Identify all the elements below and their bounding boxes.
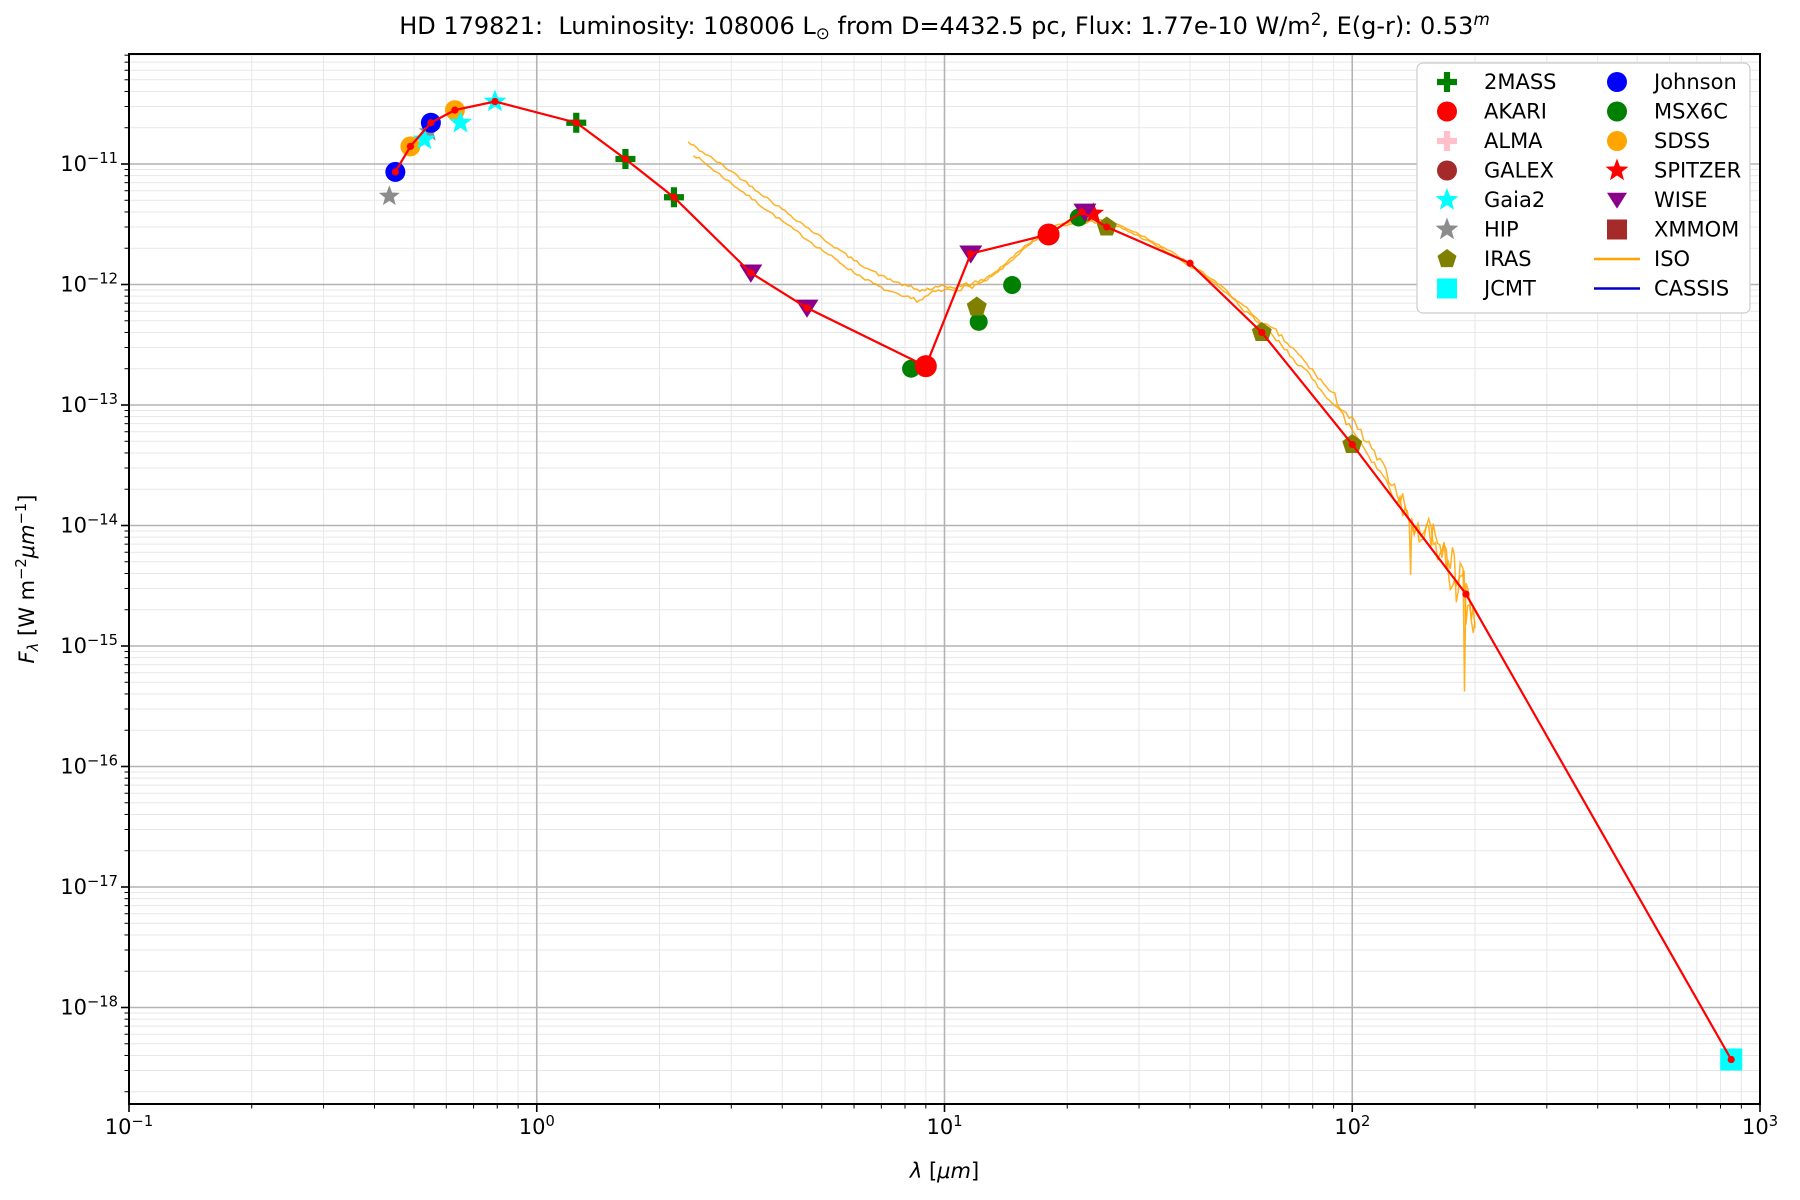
legend-entry-alma: ALMA (1437, 129, 1543, 153)
legend-label-2mass: 2MASS (1484, 70, 1557, 94)
model-vertex-dot (491, 97, 499, 106)
legend-entry-xmmom: XMMOM (1607, 218, 1739, 242)
model-vertex-dot (1103, 223, 1111, 231)
legend-msx6c-marker-icon (1607, 101, 1627, 122)
legend-entry-iras: IRAS (1437, 247, 1532, 271)
y-tick-label: 10−16 (60, 753, 118, 779)
series-AKARI (914, 223, 1060, 378)
legend-label-xmmom: XMMOM (1654, 218, 1739, 242)
series-HIP (378, 120, 440, 206)
model-vertex-dot (1462, 590, 1470, 598)
y-tick-label: 10−14 (60, 512, 118, 538)
legend-label-jcmt: JCMT (1482, 277, 1536, 301)
legend-2mass-marker-icon (1437, 72, 1457, 92)
y-tick-label: 10−15 (60, 632, 118, 658)
legend-label-spitzer: SPITZER (1654, 159, 1741, 183)
legend-spitzer-marker-icon (1605, 158, 1629, 181)
legend-entry-akari: AKARI (1437, 100, 1547, 124)
model-vertex-dot (670, 193, 678, 201)
chart-title: HD 179821: Luminosity: 108006 L⊙ from D=… (399, 9, 1490, 43)
legend-akari-marker-icon (1437, 101, 1457, 122)
model-vertex-dot (803, 304, 811, 312)
legend-entry-johnson: Johnson (1607, 70, 1737, 94)
legend-label-iras: IRAS (1484, 247, 1532, 271)
model-vertex-dot (391, 168, 399, 176)
model-vertex-dot (451, 106, 459, 114)
model-vertex-dot (621, 155, 630, 163)
legend-entry-cassis: CASSIS (1594, 277, 1729, 301)
legend-label-cassis: CASSIS (1654, 277, 1729, 301)
legend-entry-hip: HIP (1435, 217, 1519, 242)
x-tick-label: 102 (1334, 1113, 1370, 1139)
y-tick-label: 10−11 (60, 150, 118, 176)
model-vertex-dot (1727, 1055, 1735, 1064)
legend-entry-gaia2: Gaia2 (1435, 188, 1545, 212)
y-tick-label: 10−12 (60, 271, 118, 297)
legend-iras-marker-icon (1437, 249, 1457, 268)
legend-sdss-marker-icon (1607, 131, 1627, 151)
model-vertex-dot (1078, 208, 1086, 216)
legend-label-alma: ALMA (1484, 129, 1543, 153)
model-vertex-dot (406, 142, 415, 150)
legend-entry-sdss: SDSS (1607, 129, 1710, 153)
legend-alma-marker-icon (1437, 131, 1457, 151)
legend-label-msx6c: MSX6C (1654, 100, 1728, 124)
x-tick-label: 100 (519, 1113, 555, 1139)
legend-label-sdss: SDSS (1654, 129, 1710, 153)
legend-label-galex: GALEX (1484, 159, 1554, 183)
iso-trace-2 (692, 155, 1476, 692)
legend-johnson-marker-icon (1607, 72, 1627, 92)
y-tick-label: 10−13 (60, 391, 118, 417)
legend-wise-marker-icon (1607, 192, 1627, 209)
x-tick-label: 10−1 (105, 1113, 153, 1139)
legend-entry-spitzer: SPITZER (1605, 158, 1741, 183)
model-line-path (394, 100, 1733, 1061)
legend-gaia2-marker-icon (1435, 188, 1459, 210)
legend-jcmt-marker-icon (1437, 278, 1457, 299)
legend-entry-wise: WISE (1607, 188, 1708, 212)
legend-entry-galex: GALEX (1437, 159, 1554, 183)
model-vertex-dot (427, 119, 435, 127)
legend-label-iso: ISO (1654, 247, 1690, 271)
model-line (391, 97, 1735, 1064)
legend-label-johnson: Johnson (1652, 70, 1737, 94)
model-vertex-dot (1348, 440, 1356, 449)
model-vertex-dot (747, 269, 755, 277)
model-vertex-dot (1186, 259, 1194, 267)
legend-entry-iso: ISO (1594, 247, 1690, 271)
legend-label-wise: WISE (1654, 188, 1708, 212)
legend-entry-msx6c: MSX6C (1607, 100, 1728, 124)
legend-label-gaia2: Gaia2 (1484, 188, 1545, 212)
legend-hip-marker-icon (1435, 217, 1459, 240)
legend-entry-2mass: 2MASS (1437, 70, 1557, 94)
legend-box (1416, 62, 1751, 314)
y-tick-label: 10−17 (60, 873, 118, 899)
model-vertex-dot (572, 119, 580, 127)
x-axis-label: λ [μm] (909, 1159, 979, 1183)
model-vertex-dot (1258, 328, 1266, 337)
series-SPITZER (1083, 202, 1104, 223)
legend-entry-jcmt: JCMT (1437, 277, 1536, 301)
y-tick-label: 10−18 (60, 994, 118, 1020)
model-vertex-dot (967, 250, 975, 258)
x-tick-label: 101 (926, 1113, 962, 1139)
legend-galex-marker-icon (1437, 160, 1457, 181)
legend-label-hip: HIP (1484, 218, 1519, 242)
model-vertex-dot (1044, 230, 1053, 239)
series-MSX6C (902, 208, 1088, 378)
legend: 2MASS AKARI ALMA GALEX Gaia2 HIP IRAS JCMT Johns… (1416, 62, 1751, 314)
x-tick-label: 103 (1742, 1113, 1778, 1139)
y-axis-label: Fλ [W m−2μm−1] (13, 495, 42, 664)
legend-label-akari: AKARI (1484, 100, 1547, 124)
legend-xmmom-marker-icon (1607, 219, 1627, 240)
model-vertex-dot (922, 362, 930, 370)
axes: 10−1 100 101 102 103 10−11 10−12 10−13 10−14 10−1… (60, 53, 1778, 1139)
